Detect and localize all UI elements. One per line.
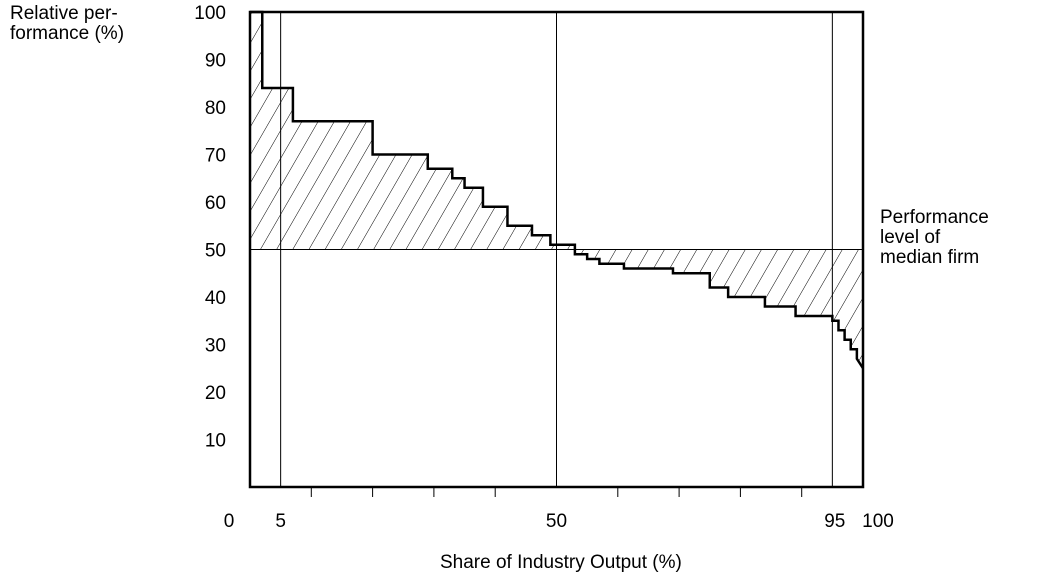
x-tick-label: 50	[546, 511, 567, 532]
plot-frame	[248, 10, 865, 489]
y-tick-label: 80	[205, 98, 226, 119]
plot-frame-layer	[248, 10, 865, 489]
guide-lines-layer	[250, 12, 863, 487]
y-tick-label: 40	[205, 288, 226, 309]
y-tick-label: 50	[205, 241, 226, 262]
axis-ticks-layer: 10 20 30 40 50 60 70 80 90 100 0 5 50 95 100	[194, 3, 894, 532]
y-axis-label-line: formance (%)	[10, 23, 125, 44]
median-annotation-line: median firm	[880, 247, 980, 268]
y-tick-label: 10	[205, 431, 226, 452]
performance-curve	[250, 10, 865, 369]
performance-curve-layer	[250, 10, 865, 369]
y-tick-label: 60	[205, 193, 226, 214]
y-tick-label: 90	[205, 51, 226, 72]
x-tick-label: 5	[275, 511, 286, 532]
x-tick-label: 100	[862, 511, 894, 532]
y-tick-label: 70	[205, 146, 226, 167]
median-annotation-line: level of	[880, 227, 941, 248]
y-tick-label: 20	[205, 383, 226, 404]
x-axis-label: Share of Industry Output (%)	[440, 552, 682, 573]
y-axis-label: Relative per- formance (%)	[10, 4, 124, 44]
x-tick-label: 95	[824, 511, 845, 532]
median-annotation-line: Performance	[880, 207, 989, 228]
y-axis-label-line: Relative per-	[10, 3, 118, 24]
x-tick-label: 0	[224, 511, 235, 532]
y-tick-label: 100	[194, 3, 226, 24]
y-tick-label: 30	[205, 336, 226, 357]
median-annotation: Performance level of median firm	[880, 208, 989, 268]
